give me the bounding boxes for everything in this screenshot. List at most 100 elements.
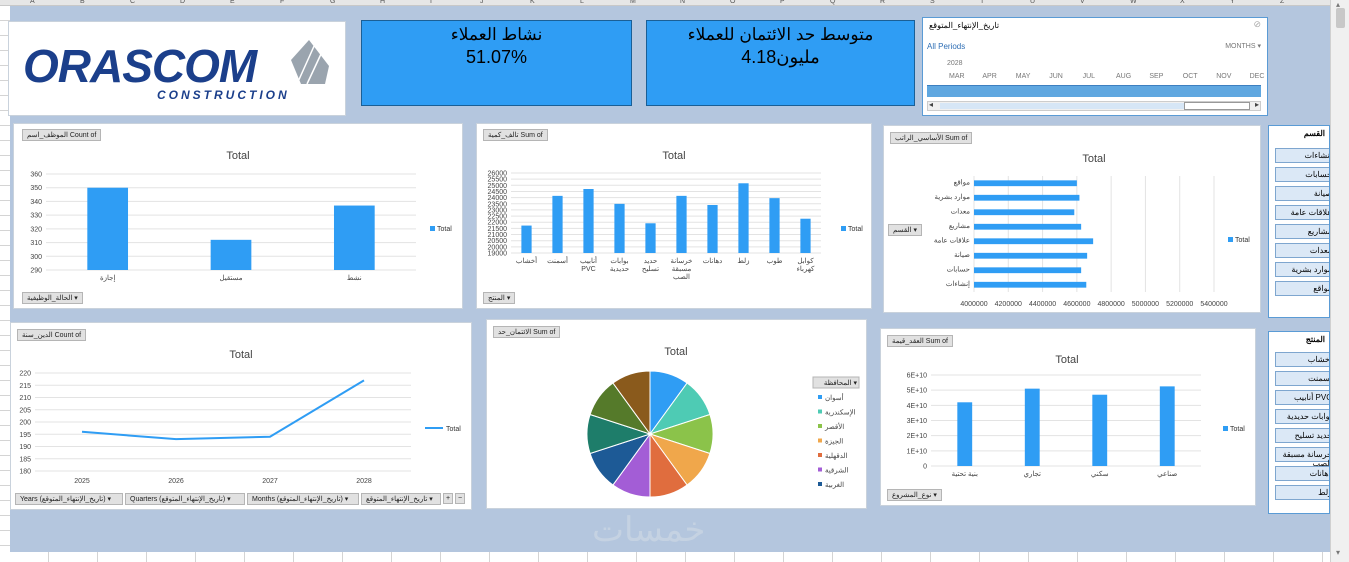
legend-label: الغربية [825, 481, 844, 489]
scroll-thumb-right[interactable] [1184, 102, 1250, 110]
column-letter[interactable]: O [730, 0, 736, 5]
timeline-scrollbar[interactable]: ◂ ▸ [927, 100, 1261, 111]
timeline-month[interactable]: SEP [1149, 73, 1164, 80]
timeline-month[interactable]: MAY [1015, 73, 1031, 80]
timeline-month[interactable]: JUL [1082, 73, 1096, 80]
slicer-item[interactable]: حسابات [1275, 167, 1329, 182]
y-tick-label: 20500 [488, 238, 508, 245]
collapse-field-button[interactable]: − [455, 493, 465, 504]
filter-chip[interactable]: نوع_المشروع ▾ [887, 489, 942, 501]
column-letter[interactable]: T [980, 0, 985, 5]
column-letter[interactable]: R [880, 0, 886, 5]
x-tick-label: سكني [1091, 470, 1109, 478]
timeline-month[interactable]: OCT [1182, 73, 1198, 80]
chart-title: Total [664, 346, 687, 358]
timeline-all-periods: All Periods [927, 42, 966, 51]
field-button[interactable]: Months (تاريخ_الإنتهاء_المتوقع) ▾ [247, 493, 359, 505]
y-tick-label: 22500 [488, 214, 508, 221]
timeline-month[interactable]: NOV [1216, 73, 1232, 80]
slicer-item[interactable]: حديد تسليح [1275, 428, 1329, 443]
field-button[interactable]: Years (تاريخ_الإنتهاء_المتوقع) ▾ [15, 493, 123, 505]
slicer-item[interactable]: بوابات حديدية [1275, 409, 1329, 424]
field-chip[interactable]: الموظف_اسم Count of [22, 129, 102, 141]
clear-filter-icon[interactable]: ⊘ [1253, 19, 1261, 29]
slicer-item[interactable]: مواقع [1275, 281, 1329, 296]
timeline-slicer[interactable]: تاريخ_الإنتهاء_المتوقع ⊘ All Periods MON… [922, 17, 1268, 116]
column-letter[interactable]: Y [1230, 0, 1235, 5]
scroll-down-icon[interactable]: ▾ [1336, 548, 1341, 557]
slicer-item[interactable]: صيانة [1275, 186, 1329, 201]
slicer-item[interactable]: أسمنت [1275, 371, 1329, 386]
scroll-thumb[interactable] [1336, 8, 1345, 28]
timeline-level-select[interactable]: MONTHS ▾ [1225, 43, 1261, 50]
slicer-item[interactable]: خرسانة مسبقة الصب [1275, 447, 1329, 468]
filter-chip[interactable]: القسم ▾ [888, 224, 922, 236]
column-letter[interactable]: H [380, 0, 386, 5]
column-letter[interactable]: P [780, 0, 785, 5]
column-letter[interactable]: J [480, 0, 484, 5]
filter-chip[interactable]: المنتج ▾ [483, 292, 516, 304]
column-letter[interactable]: X [1180, 0, 1185, 5]
vertical-scrollbar[interactable]: ▴ ▾ [1330, 0, 1349, 562]
column-letter[interactable]: A [30, 0, 35, 5]
column-letter[interactable]: D [180, 0, 186, 5]
legend-label: Total [1230, 426, 1245, 433]
scroll-thumb[interactable] [940, 103, 1186, 109]
column-letter[interactable]: I [430, 0, 432, 5]
field-chip[interactable]: تالف_كمية Sum of [483, 129, 548, 141]
slicer-item[interactable]: أنابيب PVC [1275, 390, 1329, 405]
slicer-item[interactable]: دهانات [1275, 466, 1329, 481]
timeline-month[interactable]: MAR [949, 73, 965, 80]
column-letter[interactable]: K [530, 0, 535, 5]
bar [210, 239, 252, 270]
field-chip[interactable]: الائتمان_حد Sum of [493, 326, 561, 338]
slicer-item[interactable]: علاقات عامة [1275, 205, 1329, 220]
column-letter[interactable]: V [1080, 0, 1085, 5]
legend-label: الجيزة [825, 438, 843, 446]
column-letter[interactable]: G [330, 0, 336, 5]
field-chip[interactable]: العقد_قيمة Sum of [887, 335, 953, 347]
column-letter[interactable]: N [680, 0, 686, 5]
filter-chip[interactable]: الحالة_الوظيفية ▾ [22, 292, 83, 304]
timeline-bar[interactable] [927, 85, 1261, 97]
slicer-item[interactable]: معدات [1275, 243, 1329, 258]
timeline-month[interactable]: AUG [1116, 73, 1132, 80]
x-tick-label: حديد [644, 258, 658, 265]
column-letter[interactable]: U [1030, 0, 1036, 5]
field-chip[interactable]: الأساسي_الراتب Sum of [890, 132, 973, 144]
expand-field-button[interactable]: + [443, 493, 453, 504]
y-tick-label: معدات [951, 208, 971, 216]
timeline-month[interactable]: DEC [1249, 73, 1265, 80]
slicer-item[interactable]: موارد بشرية [1275, 262, 1329, 277]
column-letter[interactable]: C [130, 0, 136, 5]
bar [1159, 386, 1175, 466]
column-letter[interactable]: L [580, 0, 584, 5]
column-letter[interactable]: F [280, 0, 285, 5]
kpi-avg-credit-limit: متوسط حد الائتمان للعملاء مليون4.18 [646, 20, 915, 106]
slicer-item[interactable]: إنشاءات [1275, 148, 1329, 163]
slicer-item[interactable]: أخشاب [1275, 352, 1329, 367]
scroll-left-icon[interactable]: ◂ [929, 100, 934, 109]
column-letter[interactable]: E [230, 0, 235, 5]
y-tick-label: 23000 [488, 207, 508, 214]
column-letter[interactable]: M [630, 0, 636, 5]
scroll-right-icon[interactable]: ▸ [1254, 100, 1259, 109]
column-letter[interactable]: Q [830, 0, 836, 5]
column-letter[interactable]: Z [1280, 0, 1285, 5]
y-tick-label: 180 [19, 469, 31, 476]
timeline-month[interactable]: APR [982, 73, 997, 80]
slicer-item[interactable]: مشاريع [1275, 224, 1329, 239]
x-tick-label: PVC [581, 266, 595, 273]
scroll-up-icon[interactable]: ▴ [1336, 0, 1341, 9]
chart-damaged-quantity: تالف_كمية Sum of Total 19000 20000 20500 210… [476, 123, 872, 309]
timeline-field-buttons: Years (تاريخ_الإنتهاء_المتوقع) ▾ Quarters… [15, 493, 469, 505]
field-chip[interactable]: الدين_سنة Count of [17, 329, 87, 341]
field-button[interactable]: Quarters (تاريخ_الإنتهاء_المتوقع) ▾ [125, 493, 245, 505]
field-button[interactable]: تاريخ_الإنتهاء_المتوقع ▾ [361, 493, 441, 505]
column-letter[interactable]: B [80, 0, 85, 5]
slicer-item[interactable]: زلط [1275, 485, 1329, 500]
column-letter[interactable]: W [1130, 0, 1137, 5]
column-letter[interactable]: S [930, 0, 935, 5]
y-tick-label: 26000 [488, 171, 508, 178]
timeline-month[interactable]: JUN [1049, 73, 1063, 80]
